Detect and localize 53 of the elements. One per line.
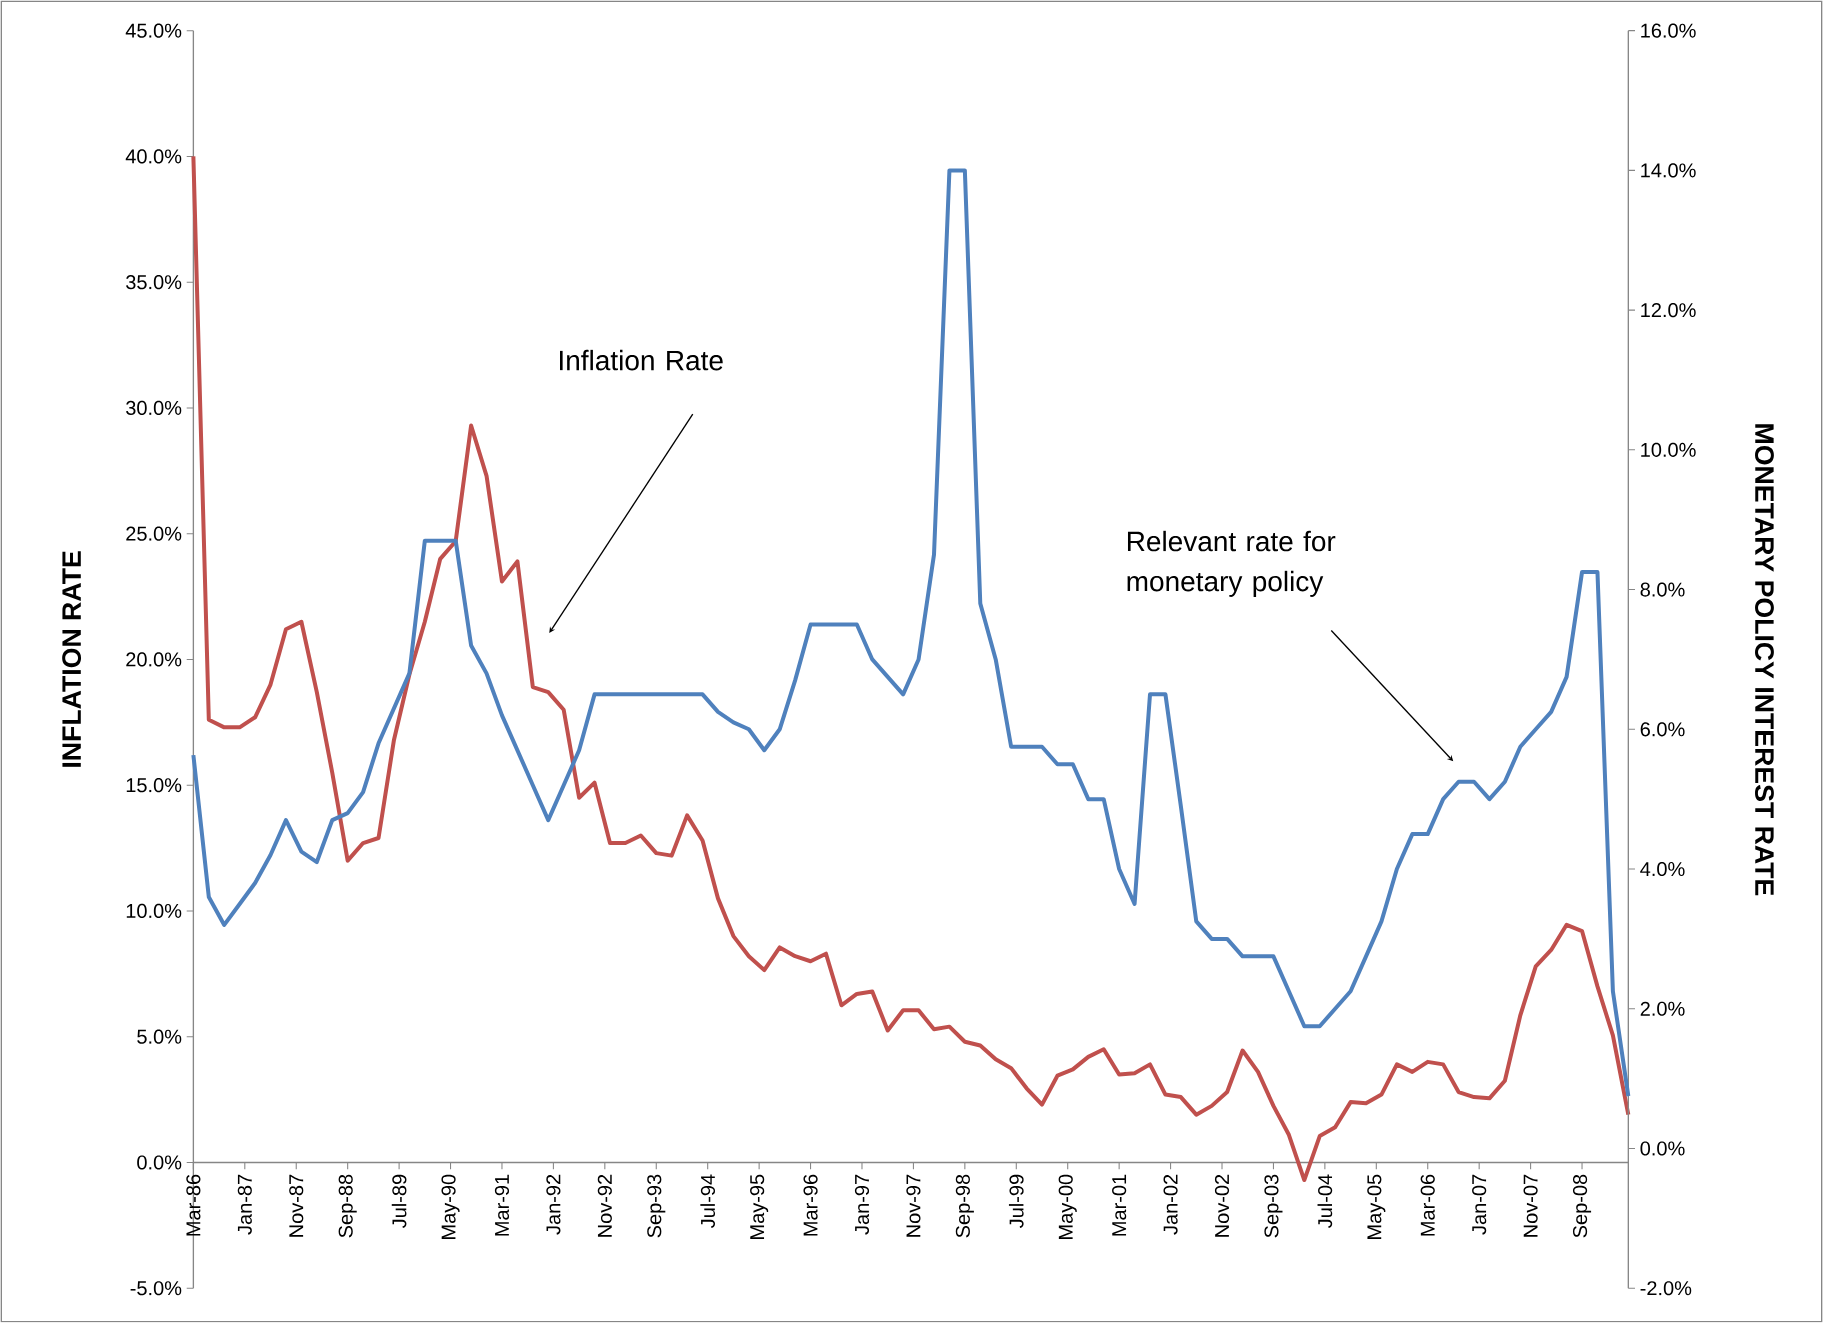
x-tick-label: Jan-97 [854, 1174, 870, 1235]
x-tick-label: May-05 [1367, 1174, 1386, 1239]
y-tick-label: 45.0% [125, 23, 182, 38]
y2-tick-label: 14.0% [1641, 163, 1696, 178]
x-tick-label: Mar-86 [186, 1174, 201, 1236]
x-tick-label: Jul-94 [700, 1174, 716, 1229]
x-tick-label: Jul-04 [1317, 1174, 1333, 1229]
y2-tick-label: 12.0% [1641, 303, 1696, 318]
y2-tick-label: 10.0% [1641, 442, 1696, 457]
x-tick-label: Sep-98 [955, 1174, 974, 1238]
y-tick-label: 25.0% [126, 526, 182, 541]
x-tick-label: Jan-07 [1472, 1174, 1487, 1235]
y-tick-label: 15.0% [126, 778, 182, 793]
y-tick-label: 10.0% [126, 903, 182, 919]
x-tick-label: Jul-99 [1008, 1174, 1024, 1229]
y2-tick-label: 6.0% [1640, 722, 1685, 737]
x-tick-label: Mar-91 [494, 1174, 510, 1236]
x-tick-label: Mar-96 [803, 1174, 818, 1236]
x-tick-label: Jul-89 [391, 1174, 407, 1229]
x-tick-label: Nov-87 [289, 1174, 304, 1237]
annotation: Inflation Rate [560, 349, 723, 371]
x-tick-label: Sep-08 [1572, 1174, 1592, 1238]
y-tick-label: 30.0% [126, 400, 182, 416]
x-tick-label: May-95 [750, 1174, 769, 1239]
x-tick-label: Sep-88 [338, 1174, 357, 1238]
x-tick-label: May-00 [1058, 1174, 1077, 1239]
x-tick-label: Jan-02 [1163, 1174, 1178, 1235]
y2-tick-label: 4.0% [1640, 861, 1685, 877]
y-tick-label: 20.0% [126, 652, 182, 667]
y-tick-label: 0.0% [137, 1155, 182, 1170]
y2-tick-label: -2.0% [1640, 1281, 1692, 1296]
x-tick-label: Jan-92 [546, 1174, 561, 1235]
y-tick-label: -5.0% [130, 1281, 182, 1296]
y-tick-label: 35.0% [126, 275, 182, 290]
y-axis-title: INFLATION RATE [62, 551, 82, 767]
x-tick-label: Jan-87 [237, 1174, 252, 1235]
x-tick-label: May-90 [441, 1174, 460, 1239]
x-tick-label: Nov-92 [597, 1174, 612, 1237]
y2-tick-label: 0.0% [1640, 1141, 1685, 1156]
y2-tick-label: 16.0% [1641, 23, 1696, 38]
y2-tick-label: 8.0% [1640, 582, 1685, 597]
y-tick-label: 5.0% [137, 1029, 182, 1044]
x-tick-label: Mar-06 [1420, 1174, 1435, 1236]
x-tick-label: Nov-07 [1523, 1174, 1538, 1237]
x-tick-label: Sep-93 [647, 1174, 666, 1238]
y2-tick-label: 2.0% [1640, 1001, 1685, 1016]
x-tick-label: Mar-01 [1112, 1174, 1127, 1236]
y-tick-label: 40.0% [125, 149, 182, 164]
x-tick-label: Sep-03 [1264, 1174, 1283, 1238]
x-tick-label: Nov-02 [1214, 1174, 1230, 1237]
y2-axis-title: MONETARY POLICY INTEREST RATE [1755, 424, 1774, 896]
annotation: Relevant rate for monetary policy [1127, 530, 1336, 597]
x-tick-label: Nov-97 [906, 1174, 921, 1237]
